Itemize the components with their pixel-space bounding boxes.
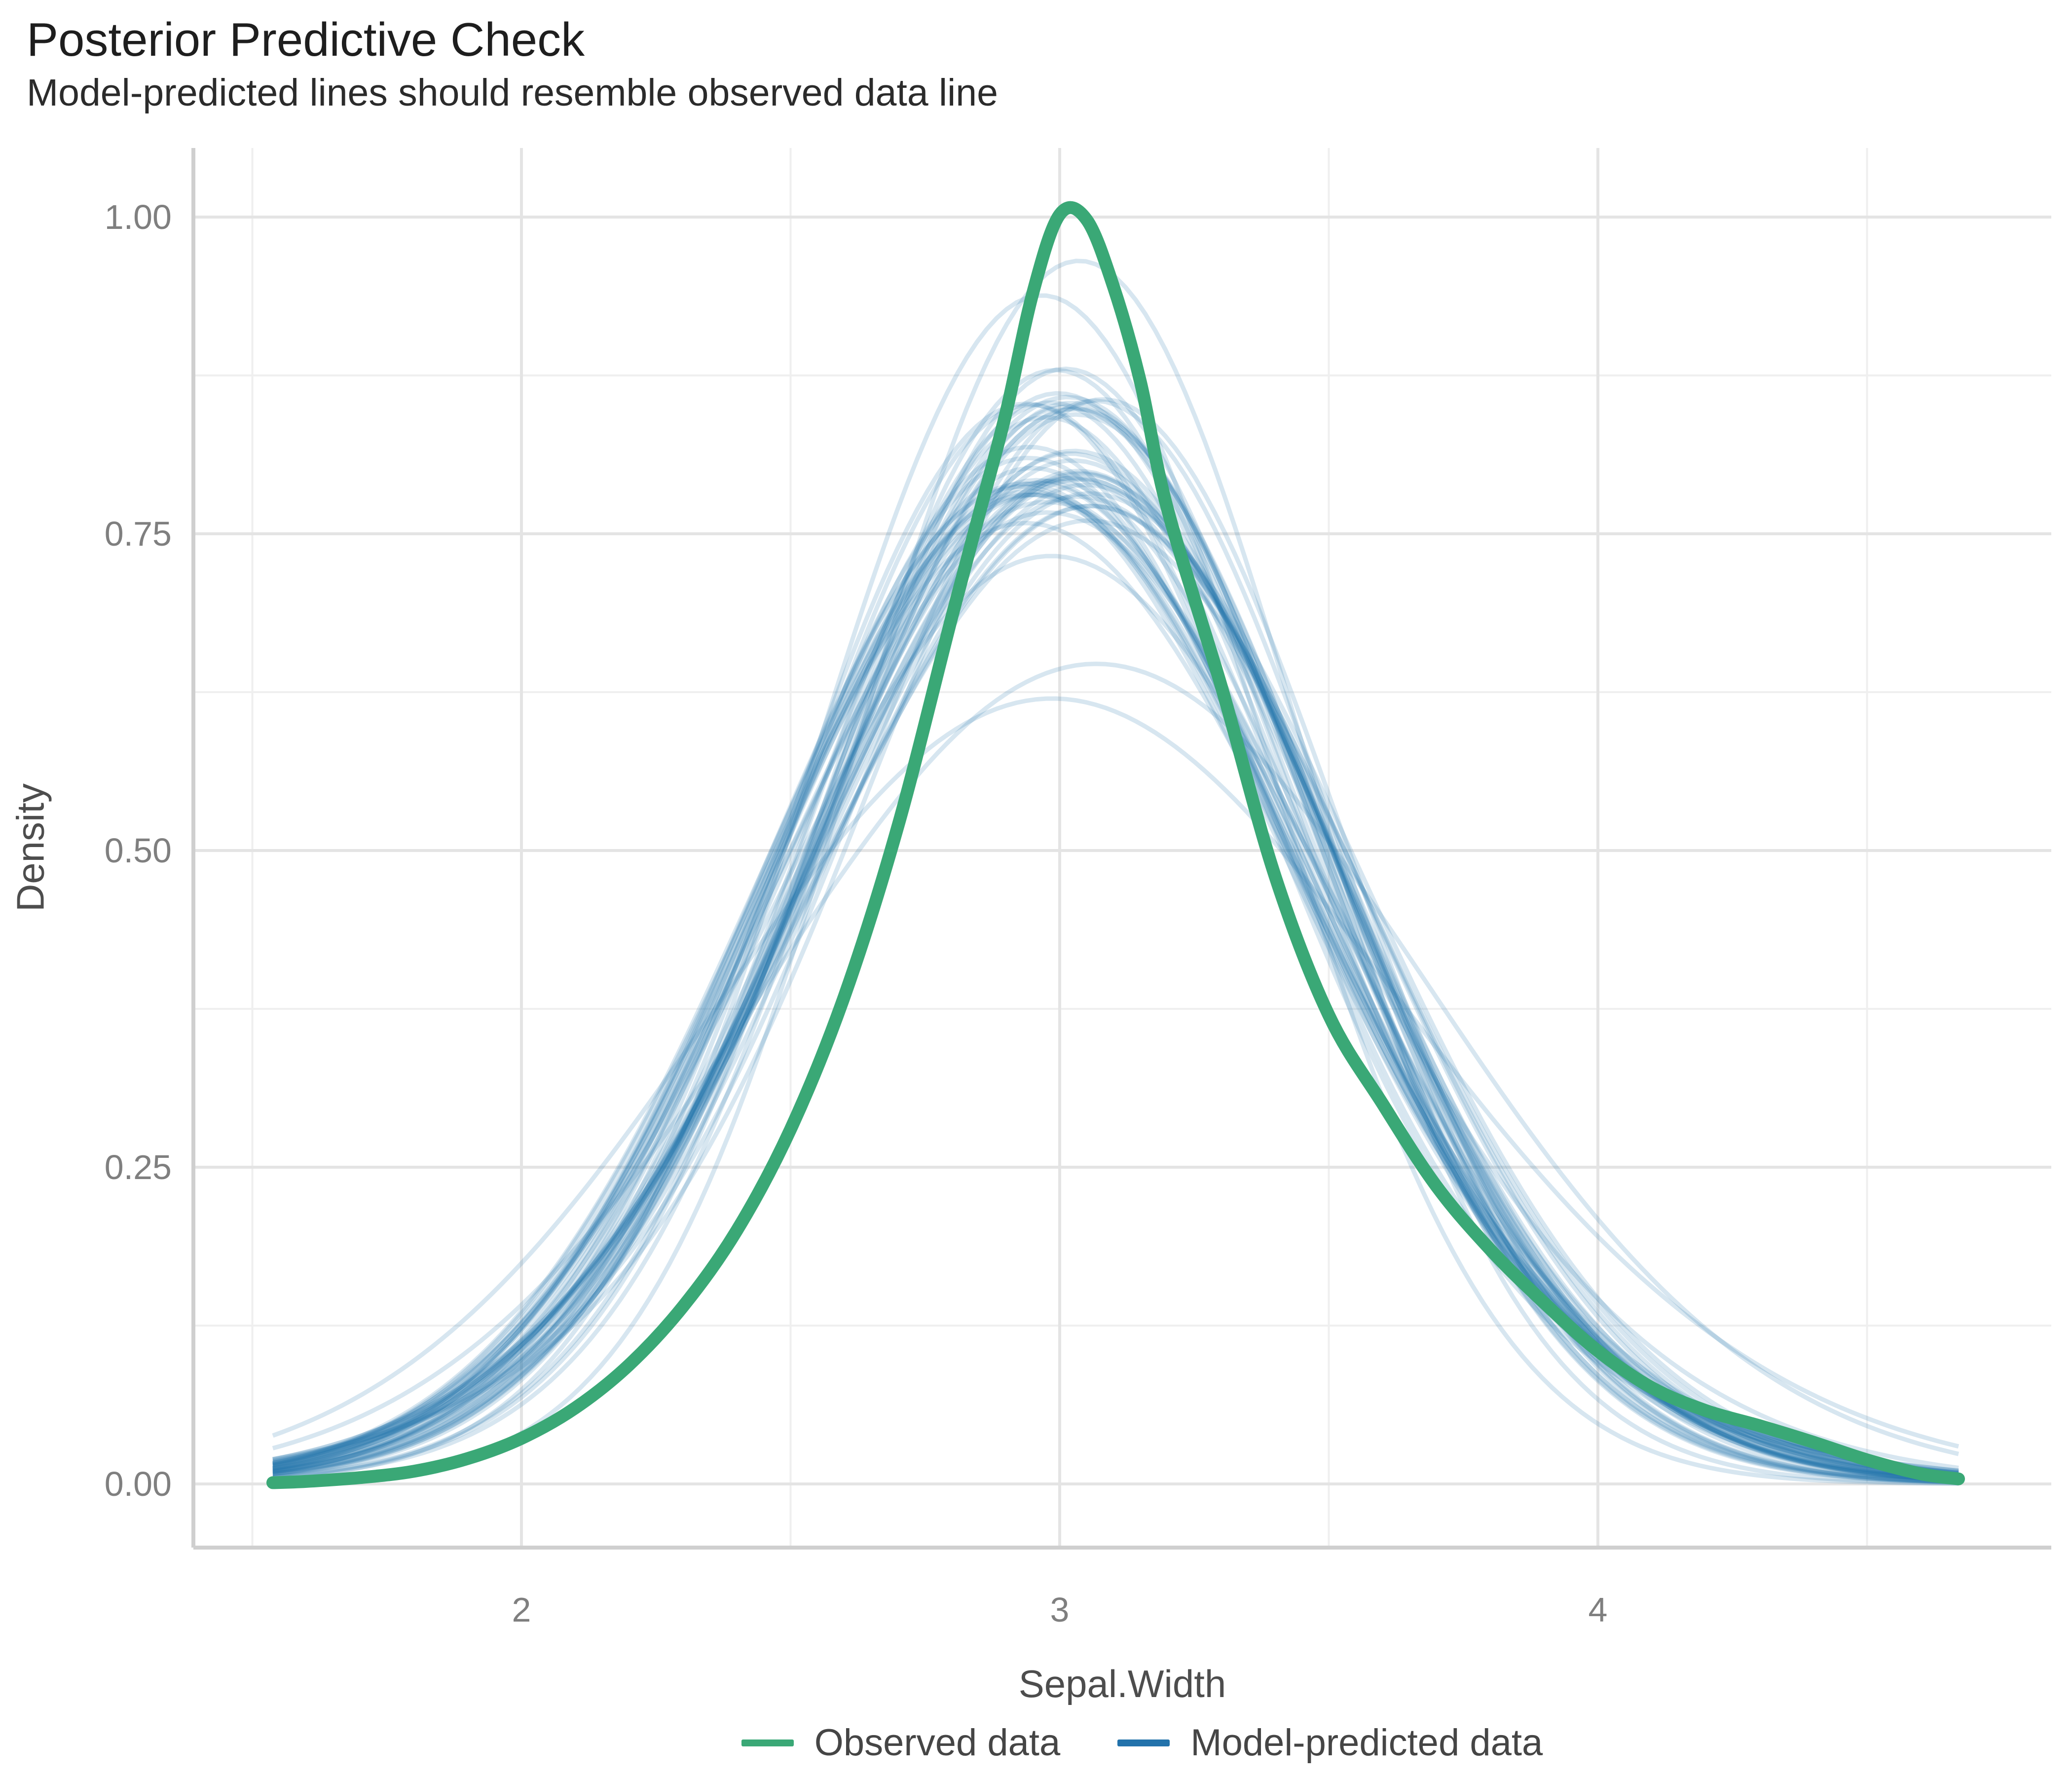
y-axis-tick-label: 0.25: [104, 1148, 172, 1186]
legend-label-observed: Observed data: [814, 1722, 1061, 1764]
x-axis-tick-label: 3: [1050, 1591, 1070, 1629]
x-axis-title: Sepal.Width: [1018, 1662, 1226, 1705]
legend: Observed data Model-predicted data: [213, 1716, 2071, 1770]
chart-subtitle: Model-predicted lines should resemble ob…: [27, 72, 998, 114]
y-axis-tick-label: 0.00: [104, 1465, 172, 1503]
chart-title: Posterior Predictive Check: [27, 13, 585, 66]
x-axis-tick-label: 4: [1588, 1591, 1608, 1629]
legend-item-predicted: Model-predicted data: [1117, 1724, 1543, 1762]
observed-line-swatch: [741, 1739, 794, 1746]
y-axis-tick-label: 0.75: [104, 515, 172, 553]
legend-label-predicted: Model-predicted data: [1190, 1722, 1543, 1764]
y-axis-tick-label: 1.00: [104, 198, 172, 236]
legend-item-observed: Observed data: [741, 1722, 1061, 1764]
predicted-line-swatch: [1117, 1739, 1170, 1746]
y-axis-tick-label: 0.50: [104, 831, 172, 870]
x-axis-tick-label: 2: [512, 1591, 531, 1629]
